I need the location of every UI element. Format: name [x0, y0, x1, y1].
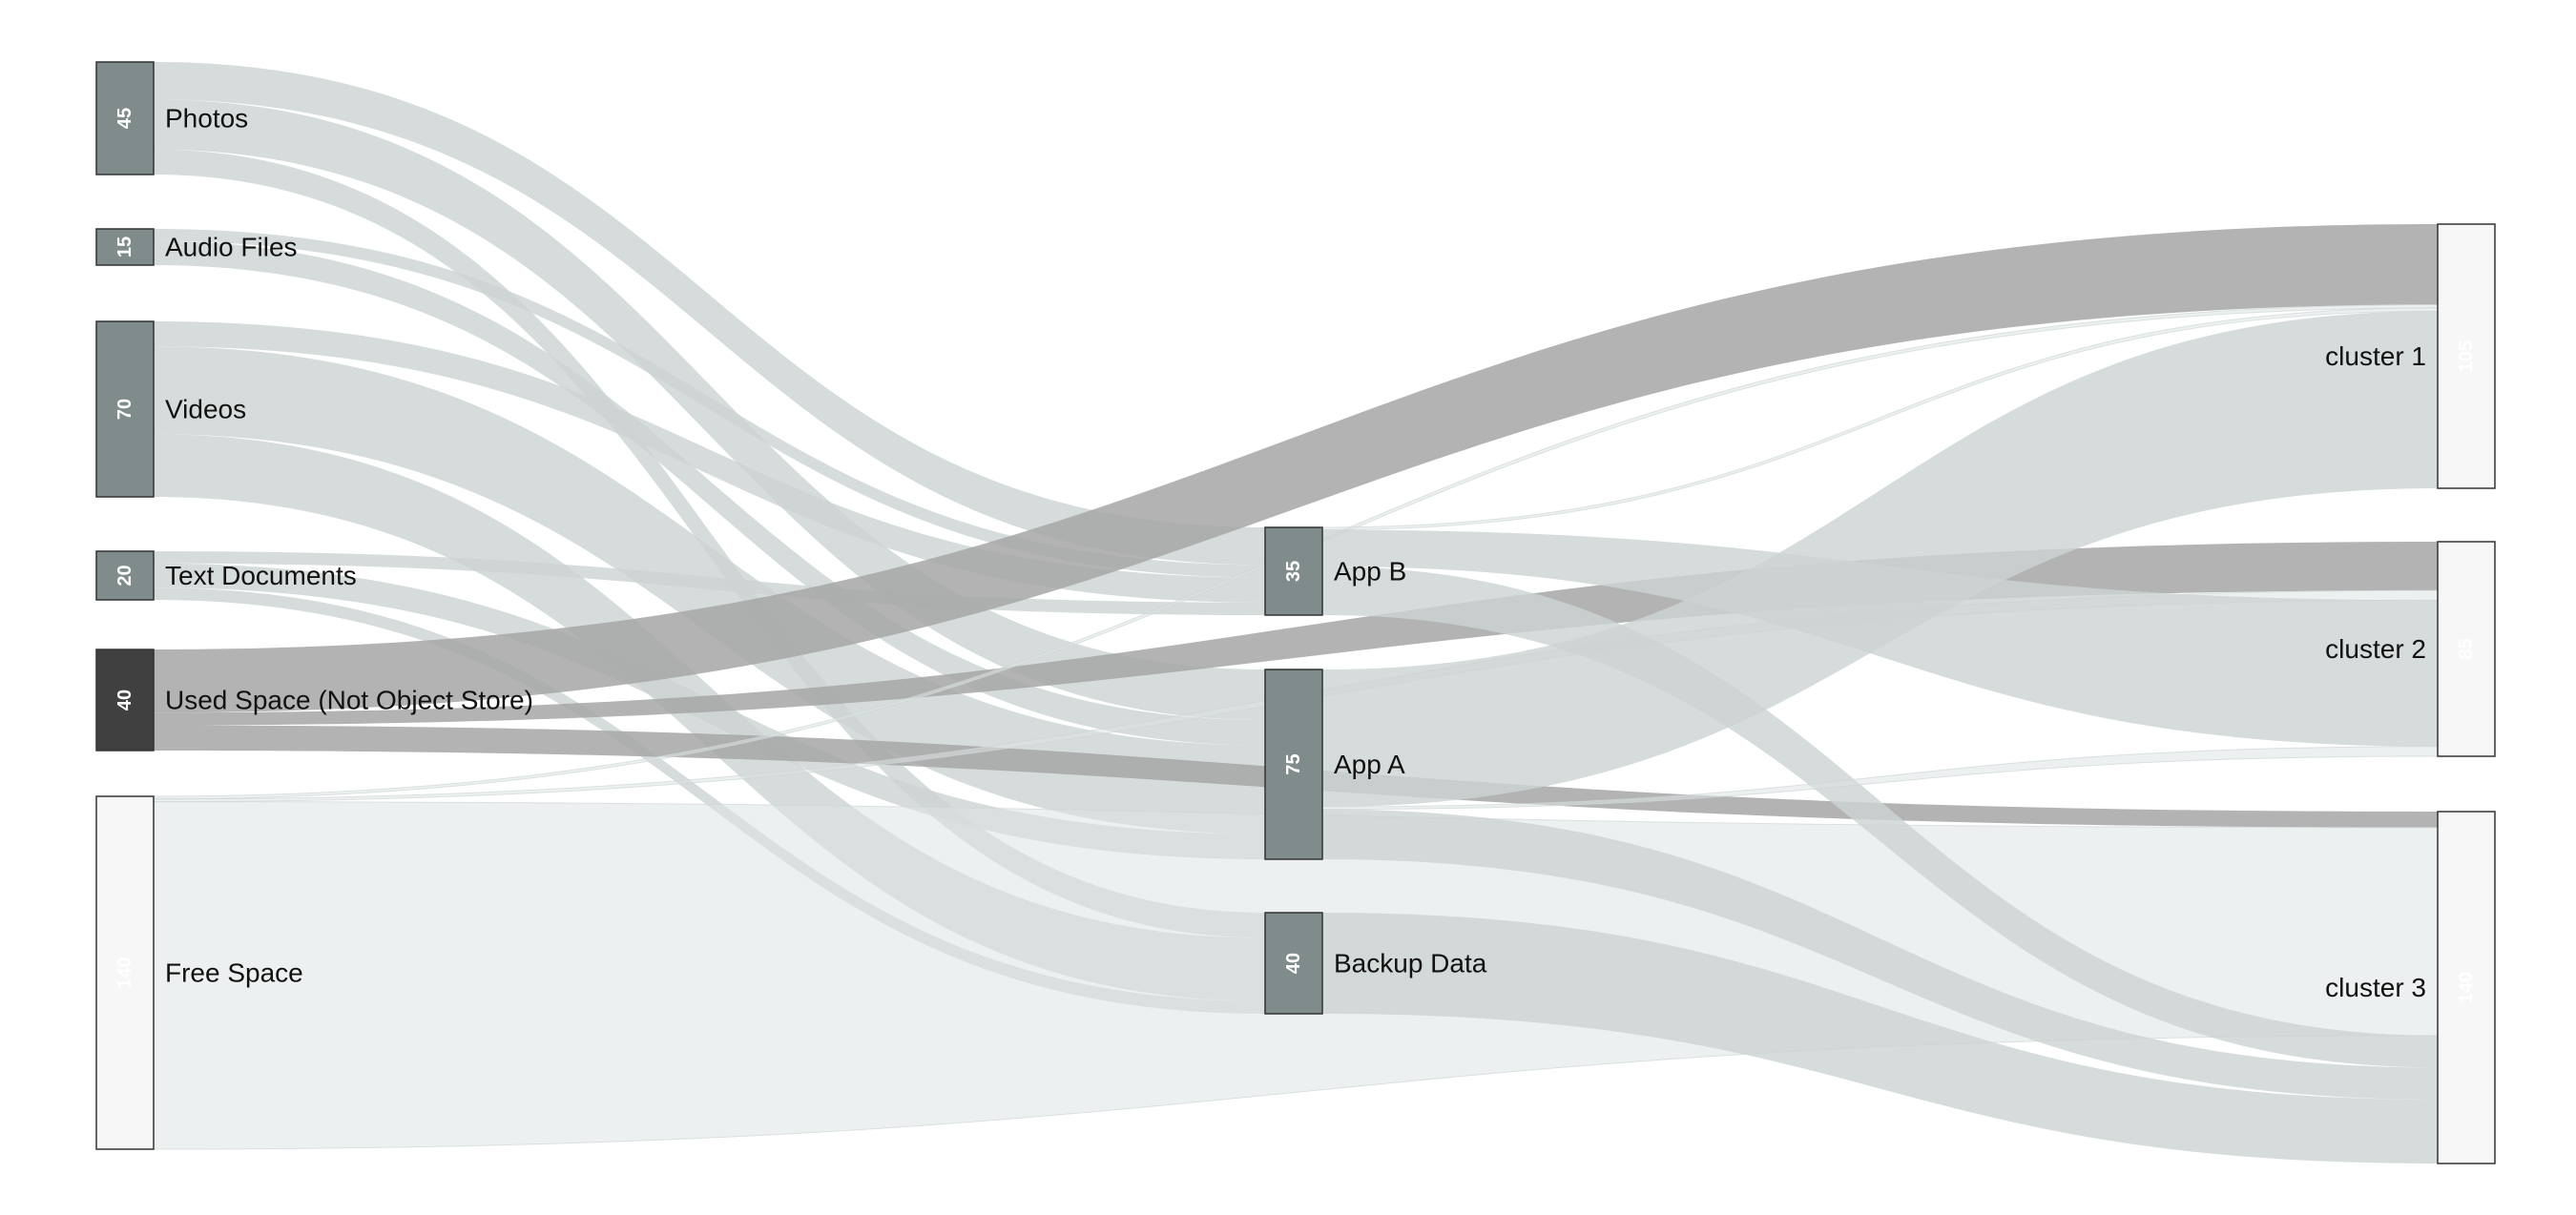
- node-value-appa: 75: [1283, 753, 1304, 774]
- link-appa-c3: [1322, 809, 2438, 1100]
- link-audio-appa: [154, 240, 1265, 746]
- node-rect-c2[interactable]: [2437, 541, 2496, 757]
- node-free[interactable]: 140 Free Space: [95, 795, 303, 1150]
- node-rect-appa[interactable]: [1264, 669, 1323, 860]
- node-value-c3: 140: [2456, 972, 2477, 1003]
- node-label-backup: Backup Data: [1334, 949, 1487, 978]
- node-photos[interactable]: 45 Photos: [95, 61, 248, 175]
- node-rect-photos[interactable]: [95, 61, 155, 175]
- node-value-text: 20: [114, 565, 135, 586]
- link-videos-appb: [154, 321, 1265, 603]
- node-label-free: Free Space: [165, 958, 303, 988]
- node-used[interactable]: 40 Used Space (Not Object Store): [95, 649, 533, 752]
- node-label-appa: App A: [1334, 750, 1405, 779]
- node-rect-audio[interactable]: [95, 228, 155, 266]
- node-label-videos: Videos: [165, 395, 246, 424]
- link-appb-c3: [1322, 566, 2438, 1068]
- node-rect-appb[interactable]: [1264, 526, 1323, 616]
- node-text[interactable]: 20 Text Documents: [95, 550, 357, 601]
- node-rect-videos[interactable]: [95, 320, 155, 498]
- link-used-c1: [154, 224, 2438, 713]
- node-label-appb: App B: [1334, 557, 1406, 587]
- link-text-backup: [154, 587, 1265, 1014]
- node-rect-free[interactable]: [95, 795, 155, 1150]
- node-rect-text[interactable]: [95, 550, 155, 601]
- link-appa-c1: [1322, 311, 2438, 808]
- node-value-videos: 70: [114, 399, 135, 420]
- node-value-free: 140: [114, 957, 135, 988]
- node-appa[interactable]: 75 App A: [1264, 669, 1405, 860]
- link-backup-c3: [1322, 913, 2438, 1164]
- node-rect-c1[interactable]: [2437, 223, 2496, 489]
- link-photos-appb: [154, 62, 1265, 566]
- node-label-audio: Audio Files: [165, 233, 298, 262]
- node-label-text: Text Documents: [165, 561, 357, 590]
- node-c2[interactable]: 85 cluster 2: [2325, 541, 2496, 757]
- node-value-c2: 85: [2456, 638, 2477, 659]
- link-photos-backup: [154, 149, 1265, 938]
- node-label-used: Used Space (Not Object Store): [165, 686, 533, 715]
- link-photos-appa: [154, 99, 1265, 721]
- node-rect-backup[interactable]: [1264, 912, 1323, 1015]
- node-value-c1: 105: [2456, 340, 2477, 372]
- node-rect-used[interactable]: [95, 649, 155, 752]
- node-value-used: 40: [114, 690, 135, 710]
- node-label-c2: cluster 2: [2325, 634, 2426, 664]
- node-label-c1: cluster 1: [2325, 341, 2426, 371]
- node-appb[interactable]: 35 App B: [1264, 526, 1406, 616]
- node-label-c3: cluster 3: [2325, 973, 2426, 1002]
- node-audio[interactable]: 15 Audio Files: [95, 228, 298, 266]
- link-audio-appb: [154, 229, 1265, 578]
- node-c3[interactable]: 140 cluster 3: [2325, 811, 2496, 1164]
- node-value-audio: 15: [114, 237, 135, 257]
- node-value-appb: 35: [1283, 561, 1304, 582]
- link-videos-appa: [154, 346, 1265, 834]
- node-label-photos: Photos: [165, 104, 248, 134]
- node-c1[interactable]: 105 cluster 1: [2325, 223, 2496, 489]
- node-value-backup: 40: [1283, 953, 1304, 974]
- node-value-photos: 45: [114, 108, 135, 129]
- node-backup[interactable]: 40 Backup Data: [1264, 912, 1487, 1015]
- nodes-layer: 45 Photos 15 Audio Files 70 Videos 20 Text Docu…: [95, 61, 2496, 1164]
- node-rect-c3[interactable]: [2437, 811, 2496, 1164]
- node-videos[interactable]: 70 Videos: [95, 320, 246, 498]
